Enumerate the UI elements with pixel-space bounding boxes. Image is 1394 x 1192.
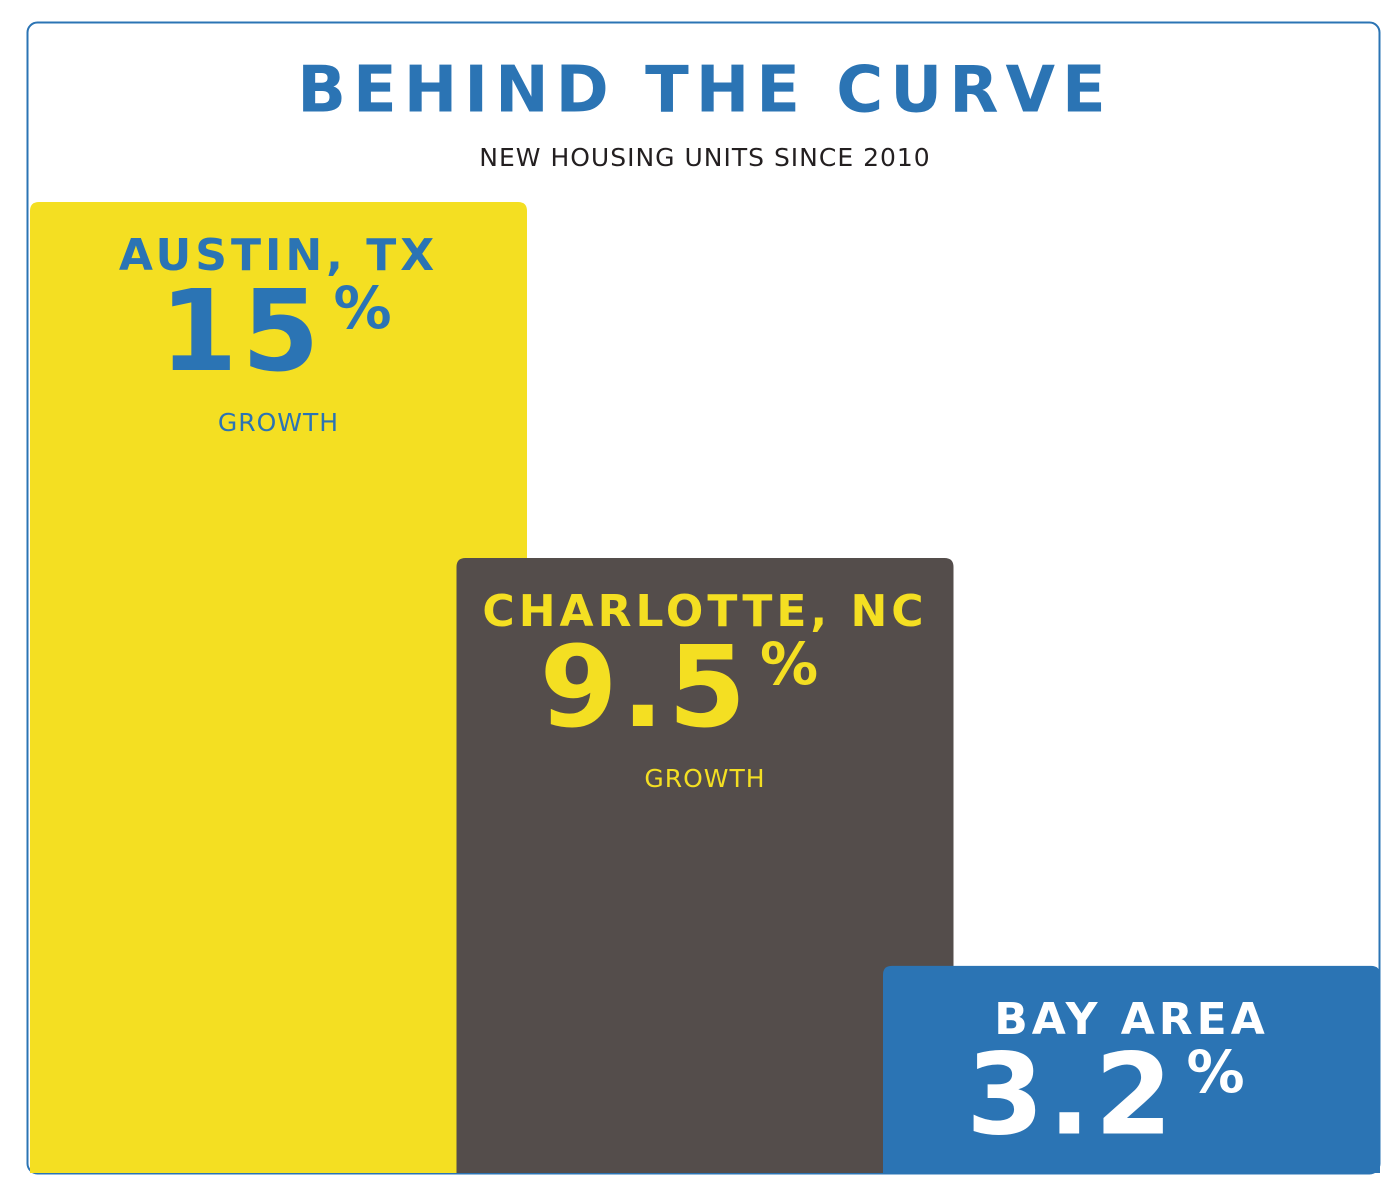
value-label: 9.5 — [540, 623, 750, 753]
value-label: 15 — [160, 267, 324, 397]
unit-label: % — [1187, 1038, 1245, 1106]
category-label: AUSTIN, TX — [119, 230, 438, 281]
bar-caption: GROWTH — [218, 408, 339, 437]
bar-caption: GROWTH — [1071, 1172, 1192, 1188]
bar — [883, 965, 1380, 1173]
bar-caption: GROWTH — [644, 764, 765, 793]
unit-label: % — [760, 630, 818, 698]
category-label: CHARLOTTE, NC — [482, 586, 927, 637]
value-label: 3.2 — [966, 1031, 1176, 1161]
bar — [456, 558, 954, 1173]
bar — [30, 202, 527, 1173]
chart-subtitle: NEW HOUSING UNITS SINCE 2010 — [479, 143, 930, 172]
chart-title: BEHIND THE CURVE — [297, 54, 1113, 128]
unit-label: % — [334, 274, 392, 342]
category-label: BAY AREA — [994, 994, 1269, 1045]
